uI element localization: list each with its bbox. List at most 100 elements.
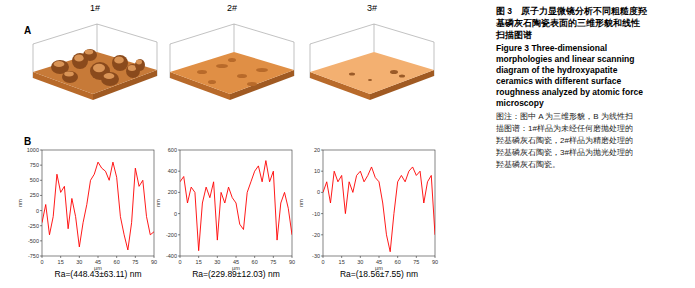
box-edge (374, 24, 375, 52)
x-tick-label: 15 (339, 259, 345, 265)
x-tick-label: 0 (321, 259, 324, 265)
x-tick (360, 256, 361, 258)
y-tick (40, 240, 42, 241)
caption-note: 羟基磷灰石陶瓷。 (496, 160, 560, 169)
y-tick-label: 0 (174, 211, 177, 217)
y-tick-label: 10 (314, 168, 320, 174)
y-tick (178, 213, 180, 214)
x-tick (79, 256, 80, 258)
x-tick (60, 256, 61, 258)
box-edge (234, 24, 235, 52)
bump (101, 72, 119, 86)
x-tick-label: 75 (132, 259, 138, 265)
profile-line (180, 161, 292, 251)
y-tick-label: 500 (30, 177, 39, 183)
profile-line (42, 162, 154, 250)
x-tick-label: 30 (76, 259, 82, 265)
x-tick (254, 256, 255, 258)
profile-line (323, 167, 435, 252)
caption-title-en: microscopy (496, 98, 544, 108)
y-tick-label: -30 (312, 253, 320, 259)
bump (83, 49, 97, 61)
x-tick-label: 30 (357, 259, 363, 265)
x-tick (341, 256, 342, 258)
x-tick-label: 0 (178, 259, 181, 265)
column-title: 2# (227, 3, 237, 13)
bump-highlight (104, 73, 115, 79)
caption-title-zh: 图 3 原子力显微镜分析不同粗糙度羟 (496, 6, 648, 16)
caption-title-en: ceramics with different surface (496, 76, 621, 86)
x-tick-label: 75 (413, 259, 419, 265)
surface-3d (33, 24, 157, 100)
caption-note: 羟基磷灰石陶瓷，3#样品为抛光处理的 (496, 148, 633, 157)
y-tick-label: 0 (36, 208, 39, 214)
bump-highlight (74, 54, 84, 61)
bump-highlight (114, 56, 124, 63)
bump (62, 71, 78, 83)
x-tick (397, 256, 398, 258)
y-axis-label: nm (17, 199, 23, 207)
x-tick (416, 256, 417, 258)
x-tick (323, 256, 324, 258)
plot-area (323, 167, 435, 252)
x-tick-label: 30 (214, 259, 220, 265)
figure: AB1#-750-500-250025050075010000153045607… (0, 0, 695, 288)
bump-highlight (93, 64, 105, 72)
caption-title-zh: 基磷灰石陶瓷表面的三维形貌和线性 (495, 18, 640, 28)
x-tick-label: 15 (196, 259, 202, 265)
x-tick-label: 60 (395, 259, 401, 265)
y-tick (321, 213, 323, 214)
plot-area (42, 162, 154, 250)
y-tick (321, 150, 323, 151)
box-edge (310, 24, 434, 44)
pit (197, 70, 207, 74)
y-tick (321, 234, 323, 235)
pit (216, 64, 228, 68)
x-tick (154, 256, 155, 258)
y-tick (40, 150, 42, 151)
bump-highlight (64, 72, 74, 77)
x-tick (236, 256, 237, 258)
bump-highlight (128, 65, 136, 71)
y-tick-label: 200 (168, 189, 177, 195)
panel-label: B (24, 136, 31, 147)
y-tick-label: 600 (168, 147, 177, 153)
bump-highlight (85, 50, 93, 55)
pit (247, 82, 257, 86)
plot-frame (42, 150, 154, 256)
x-tick-label: 75 (270, 259, 276, 265)
caption-note: 羟基磷灰石陶瓷，2#样品为精磨处理的 (496, 136, 633, 145)
y-tick-label: 0 (317, 189, 320, 195)
x-tick (116, 256, 117, 258)
y-tick (40, 180, 42, 181)
x-tick (217, 256, 218, 258)
pit (256, 68, 268, 72)
y-tick (40, 210, 42, 211)
y-tick-label: 250 (30, 192, 39, 198)
y-tick-label: 20 (314, 147, 320, 153)
x-tick (198, 256, 199, 258)
caption-title-en: morphologies and linear scanning (496, 54, 634, 64)
box-edge (33, 24, 157, 44)
y-tick-label: -500 (28, 238, 39, 244)
pit (237, 74, 247, 78)
y-tick (321, 192, 323, 193)
column-title: 3# (367, 3, 377, 13)
plot-area (180, 161, 292, 251)
pit (390, 70, 398, 74)
x-tick-label: 0 (40, 259, 43, 265)
x-tick-label: 15 (58, 259, 64, 265)
y-tick-label: -250 (28, 223, 39, 229)
caption-note: 描图谱：1#样品为未经任何磨抛处理的 (496, 124, 633, 133)
plot-frame (323, 150, 435, 256)
column-title: 1# (90, 3, 100, 13)
y-tick-label: -10 (312, 211, 320, 217)
x-tick-label: 60 (114, 259, 120, 265)
y-tick-label: 750 (30, 162, 39, 168)
pit (368, 79, 372, 81)
y-tick (178, 171, 180, 172)
x-tick-label: 90 (151, 259, 157, 265)
surface-top (170, 52, 294, 94)
pit (208, 80, 216, 84)
roughness-annotation: Ra=(448.43±63.11) nm (55, 269, 142, 279)
